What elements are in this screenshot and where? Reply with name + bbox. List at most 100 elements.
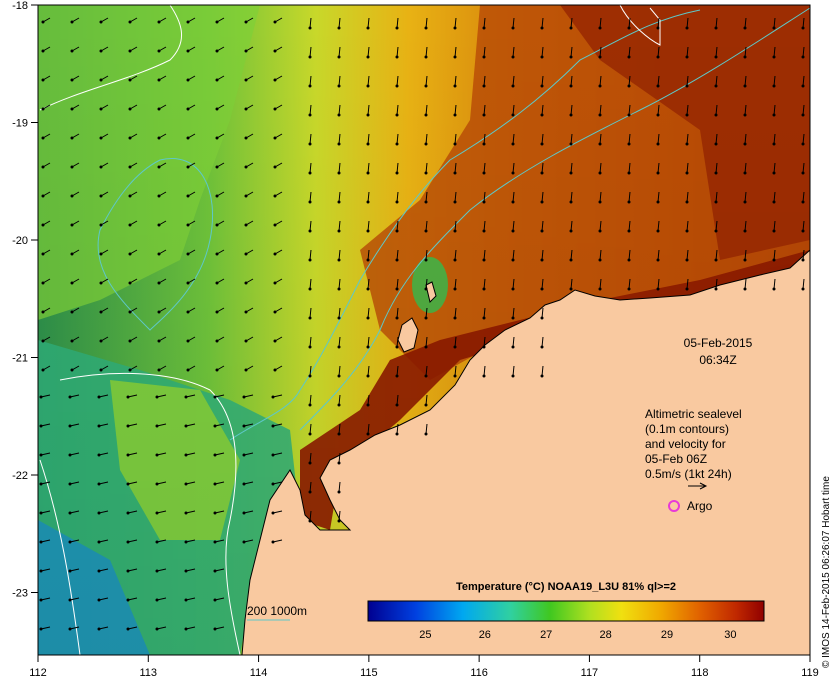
velocity-arrow (454, 104, 457, 116)
velocity-arrowhead (128, 223, 132, 227)
velocity-arrowhead (540, 26, 544, 30)
velocity-arrowhead (128, 194, 132, 198)
velocity-arrowhead (213, 598, 217, 602)
velocity-arrowhead (68, 569, 72, 573)
velocity-arrowhead (155, 482, 159, 486)
velocity-arrow (802, 75, 805, 87)
velocity-arrowhead (598, 287, 602, 291)
velocity-arrow (243, 394, 254, 398)
velocity-arrow (156, 626, 167, 630)
velocity-arrow (309, 249, 312, 261)
velocity-arrowhead (743, 84, 747, 88)
velocity-arrowhead (540, 229, 544, 233)
lon-tick-label: 117 (581, 667, 599, 679)
velocity-arrow (367, 104, 370, 116)
velocity-arrow (425, 17, 428, 29)
velocity-arrow (69, 510, 80, 514)
velocity-arrowhead (41, 368, 45, 372)
velocity-arrow (599, 220, 602, 232)
velocity-arrowhead (685, 26, 689, 30)
velocity-arrow (744, 162, 747, 174)
velocity-arrow (156, 597, 167, 601)
velocity-arrow (599, 75, 602, 87)
velocity-arrowhead (743, 55, 747, 59)
velocity-arrow (454, 17, 457, 29)
velocity-arrow (396, 249, 399, 261)
velocity-arrowhead (540, 345, 544, 349)
velocity-arrowhead (772, 171, 776, 175)
velocity-arrowhead (308, 403, 312, 407)
velocity-arrowhead (273, 281, 277, 285)
velocity-arrowhead (215, 339, 219, 343)
velocity-arrow (454, 191, 457, 203)
velocity-arrowhead (308, 84, 312, 88)
velocity-arrowhead (273, 252, 277, 256)
velocity-arrowhead (308, 432, 312, 436)
velocity-arrowhead (273, 194, 277, 198)
velocity-arrowhead (215, 165, 219, 169)
velocity-arrowhead (213, 540, 217, 544)
velocity-arrow (69, 539, 80, 543)
land-mass (241, 248, 811, 656)
velocity-arrow (570, 191, 573, 203)
velocity-arrowhead (70, 107, 74, 111)
velocity-arrow (541, 278, 544, 290)
velocity-arrowhead (540, 55, 544, 59)
velocity-arrow (40, 568, 51, 572)
velocity-arrow (272, 452, 283, 456)
velocity-arrow (309, 46, 312, 58)
velocity-arrowhead (128, 252, 132, 256)
velocity-arrow (40, 452, 51, 456)
velocity-arrow (127, 394, 138, 398)
velocity-arrow (512, 162, 515, 174)
velocity-arrowhead (70, 165, 74, 169)
velocity-arrow (425, 249, 428, 261)
velocity-arrow (541, 17, 544, 29)
lat-tick-label: -22 (12, 470, 28, 482)
colorbar-tick-label: 30 (724, 629, 736, 641)
velocity-arrow (367, 249, 370, 261)
lon-tick-label: 119 (801, 667, 819, 679)
velocity-arrowhead (337, 287, 341, 291)
velocity-arrowhead (242, 453, 246, 457)
velocity-arrow (570, 220, 573, 232)
velocity-arrow (40, 597, 51, 601)
velocity-arrowhead (186, 194, 190, 198)
velocity-arrowhead (685, 55, 689, 59)
velocity-arrowhead (424, 55, 428, 59)
velocity-arrow (628, 75, 631, 87)
velocity-arrow (309, 481, 312, 493)
velocity-arrow (541, 336, 544, 348)
velocity-arrowhead (395, 345, 399, 349)
velocity-arrow (338, 423, 341, 435)
velocity-arrow (599, 17, 602, 29)
velocity-arrowhead (337, 403, 341, 407)
velocity-arrow (425, 278, 428, 290)
velocity-arrow (98, 423, 109, 427)
velocity-arrowhead (366, 84, 370, 88)
velocity-arrow (272, 510, 283, 514)
velocity-arrowhead (308, 258, 312, 262)
velocity-arrowhead (308, 200, 312, 204)
velocity-arrow (338, 510, 341, 522)
velocity-arrowhead (157, 194, 161, 198)
velocity-arrowhead (366, 432, 370, 436)
velocity-arrowhead (772, 229, 776, 233)
velocity-arrowhead (627, 142, 631, 146)
velocity-arrow (570, 278, 573, 290)
velocity-arrow (599, 104, 602, 116)
velocity-arrowhead (41, 107, 45, 111)
velocity-arrowhead (97, 598, 101, 602)
velocity-arrowhead (627, 113, 631, 117)
velocity-arrow (657, 75, 660, 87)
velocity-arrowhead (308, 345, 312, 349)
velocity-arrowhead (273, 107, 277, 111)
velocity-arrowhead (772, 113, 776, 117)
velocity-arrowhead (453, 258, 457, 262)
scale-arrowhead-icon (699, 482, 708, 490)
velocity-arrowhead (395, 374, 399, 378)
velocity-arrowhead (395, 55, 399, 59)
velocity-arrow (127, 423, 138, 427)
velocity-arrowhead (70, 78, 74, 82)
